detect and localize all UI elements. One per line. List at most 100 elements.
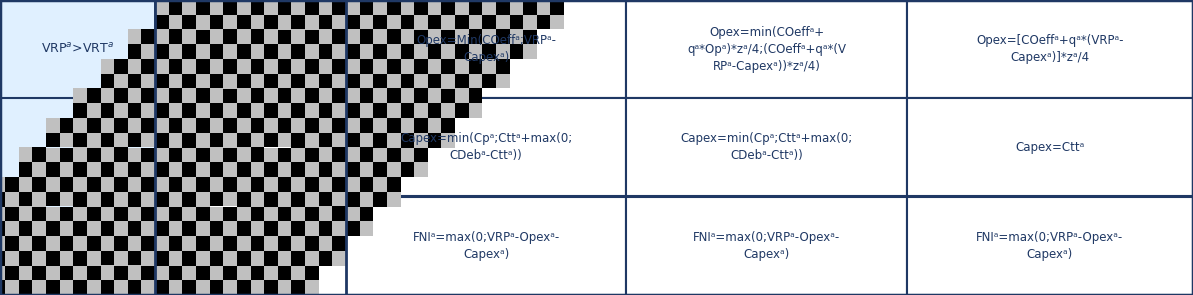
Bar xyxy=(537,0,550,15)
Bar xyxy=(73,251,87,266)
Bar xyxy=(524,44,537,59)
Bar xyxy=(274,74,298,88)
Bar xyxy=(155,0,346,295)
Bar xyxy=(237,30,251,44)
Bar xyxy=(251,133,274,148)
Bar xyxy=(179,251,203,266)
Bar xyxy=(322,88,346,103)
Bar xyxy=(251,236,264,251)
Bar xyxy=(305,192,319,206)
Bar xyxy=(203,177,227,192)
Bar xyxy=(274,118,298,133)
Bar xyxy=(333,192,346,206)
Bar xyxy=(346,133,359,148)
Bar xyxy=(401,59,414,74)
Bar xyxy=(19,192,32,206)
Bar xyxy=(274,177,298,192)
Bar xyxy=(401,74,414,88)
Bar xyxy=(278,251,291,266)
Bar xyxy=(428,133,441,148)
Bar xyxy=(155,0,346,295)
Bar xyxy=(278,133,291,148)
Bar xyxy=(60,266,73,280)
Bar xyxy=(168,30,183,44)
Bar xyxy=(179,221,203,236)
Bar xyxy=(251,15,264,30)
Bar xyxy=(387,88,401,103)
Bar xyxy=(210,162,223,177)
Bar xyxy=(305,206,319,221)
Bar xyxy=(359,88,373,103)
Bar xyxy=(359,103,373,118)
Bar xyxy=(142,148,155,162)
Bar xyxy=(128,118,142,133)
Bar xyxy=(227,236,251,251)
Bar xyxy=(319,206,333,221)
Bar xyxy=(305,148,319,162)
Bar xyxy=(291,206,305,221)
Bar xyxy=(47,118,60,133)
Bar xyxy=(305,280,319,295)
Bar xyxy=(155,15,168,30)
Bar xyxy=(5,236,19,251)
Bar xyxy=(428,118,441,133)
Bar xyxy=(128,192,142,206)
Bar xyxy=(155,88,179,103)
Bar xyxy=(274,30,298,44)
Bar xyxy=(203,221,227,236)
Bar xyxy=(346,30,359,44)
Bar xyxy=(278,280,291,295)
Bar xyxy=(278,162,291,177)
Bar xyxy=(264,15,278,30)
Bar xyxy=(179,133,203,148)
Bar xyxy=(626,0,907,98)
Bar xyxy=(251,206,274,221)
Bar xyxy=(251,251,274,266)
Bar xyxy=(223,118,237,133)
Bar xyxy=(346,0,626,98)
Bar xyxy=(305,88,319,103)
Bar xyxy=(32,192,47,206)
Bar xyxy=(183,133,196,148)
Bar xyxy=(496,74,509,88)
Bar xyxy=(87,103,100,118)
Bar xyxy=(203,236,227,251)
Bar xyxy=(223,162,237,177)
Bar xyxy=(168,44,183,59)
Bar xyxy=(251,133,264,148)
Bar xyxy=(469,15,482,30)
Bar xyxy=(264,103,278,118)
Bar xyxy=(401,0,414,15)
Bar xyxy=(264,236,278,251)
Bar xyxy=(73,88,87,103)
Bar xyxy=(401,30,414,44)
Bar xyxy=(333,251,346,266)
Bar xyxy=(203,266,227,280)
Bar xyxy=(305,133,319,148)
Bar xyxy=(359,74,373,88)
Bar xyxy=(223,133,237,148)
Bar xyxy=(359,192,373,206)
Bar xyxy=(227,177,251,192)
Bar xyxy=(60,162,73,177)
Bar xyxy=(251,0,264,15)
Bar xyxy=(291,30,305,44)
Bar xyxy=(227,88,251,103)
Bar xyxy=(155,74,179,88)
Bar xyxy=(496,30,509,44)
Bar xyxy=(210,280,223,295)
Bar xyxy=(278,177,291,192)
Bar xyxy=(278,15,291,30)
Bar xyxy=(274,0,298,15)
Bar xyxy=(155,59,168,74)
Bar xyxy=(73,118,87,133)
Bar xyxy=(455,59,469,74)
Bar xyxy=(251,221,274,236)
Bar xyxy=(251,162,264,177)
Bar xyxy=(428,30,441,44)
Bar xyxy=(100,74,115,88)
Bar xyxy=(298,103,322,118)
Bar xyxy=(155,280,179,295)
Bar xyxy=(60,177,73,192)
Bar xyxy=(19,148,32,162)
